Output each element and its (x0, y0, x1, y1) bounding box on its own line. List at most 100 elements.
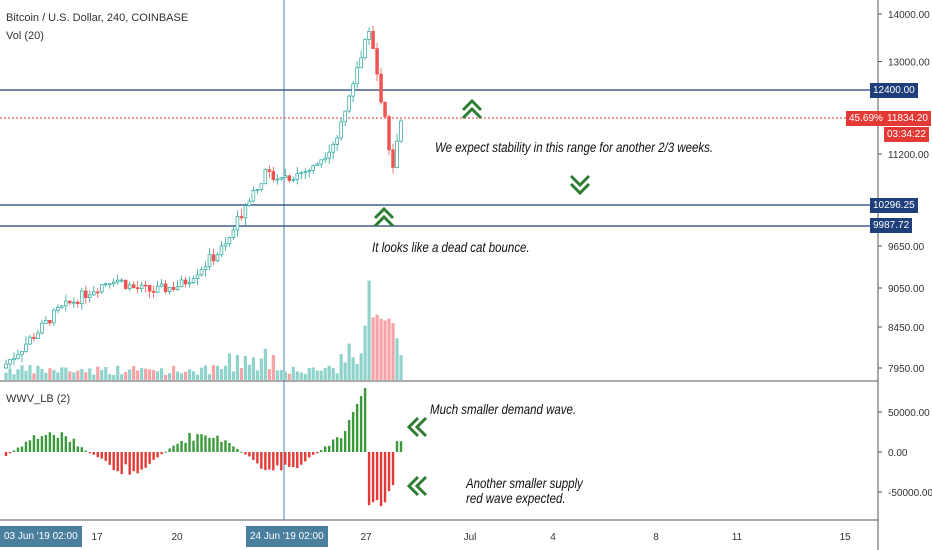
candle-body (12, 357, 16, 361)
candle-body (56, 306, 60, 311)
oscillator-bar (20, 446, 24, 452)
candle-body (175, 286, 180, 290)
oscillator-bar (224, 440, 227, 452)
oscillator-bar (200, 434, 203, 452)
volume-bar (371, 317, 375, 380)
volume-bar (112, 374, 116, 380)
volume-bar (399, 355, 403, 380)
candle-body (303, 171, 307, 174)
supply-wave-annotation-1: Another smaller supply (466, 475, 583, 491)
volume-bar (291, 366, 295, 380)
candle-body (68, 300, 72, 304)
volume-bar (307, 368, 311, 380)
countdown-badge: 03:34:22 (884, 127, 929, 142)
volume-bar (108, 374, 112, 380)
volume-bar (259, 358, 263, 380)
volume-bar (96, 366, 100, 380)
oscillator-bar (88, 452, 91, 454)
candle-body (191, 278, 196, 283)
volume-bar (231, 371, 236, 380)
oscillator-bar (76, 446, 80, 452)
oscillator-bar (40, 436, 44, 452)
candle-body (395, 140, 399, 168)
oscillator-bar (36, 438, 40, 452)
candle-body (60, 305, 64, 308)
oscillator-bar (260, 452, 263, 469)
oscillator-bar (320, 450, 323, 452)
volume-bar (347, 343, 351, 380)
volume-bar (327, 365, 331, 380)
volume-bar (355, 364, 359, 380)
oscillator-bar (140, 452, 143, 470)
candle-body (263, 169, 268, 185)
oscillator-bar (292, 452, 295, 468)
candle-body (391, 149, 395, 168)
volume-bar (295, 371, 299, 380)
volume-bar (120, 374, 124, 380)
candle-body (207, 254, 212, 268)
volume-bar (40, 368, 44, 380)
oscillator-bar (56, 437, 60, 452)
volume-bar (80, 369, 84, 380)
oscillator-bar (164, 451, 167, 453)
candle-body (319, 159, 323, 165)
candle-body (323, 157, 327, 161)
candle-body (271, 171, 276, 180)
candle-body (115, 279, 120, 283)
volume-bar (383, 320, 387, 380)
volume-bar (167, 373, 172, 380)
candle-body (24, 343, 28, 352)
oscillator-bar (176, 443, 179, 452)
candle-body (363, 39, 367, 59)
time-tick-label: 8 (653, 532, 659, 543)
oscillator-bar (335, 437, 339, 452)
oscillator-bar (359, 396, 363, 452)
volume-bar (144, 368, 148, 380)
oscillator-legend: WWV_LB (2) (6, 393, 71, 405)
oscillator-bar (52, 434, 56, 452)
oscillator-bar (399, 441, 403, 452)
candle-body (203, 266, 208, 270)
dead-cat-annotation: It looks like a dead cat bounce. (372, 239, 530, 255)
candle-body (239, 216, 244, 219)
candle-body (48, 320, 52, 324)
candle-body (147, 285, 152, 292)
oscillator-bar (367, 452, 371, 506)
oscillator-bar (300, 452, 303, 465)
volume-bar (187, 369, 192, 380)
oscillator-bar (268, 452, 271, 470)
candle-body (167, 286, 172, 292)
volume-bar (211, 365, 216, 380)
time-tick-label: 15 (839, 532, 851, 543)
candle-body (307, 170, 311, 173)
candle-body (243, 205, 248, 219)
oscillator-bar (172, 445, 175, 452)
candle-body (135, 287, 140, 290)
time-tick-label: 11 (732, 532, 743, 543)
candle-body (355, 67, 359, 85)
oscillator-bar (391, 452, 395, 486)
candle-body (291, 179, 296, 181)
time-tick-label: 17 (91, 532, 103, 543)
oscillator-bar (355, 404, 359, 452)
oscillator-bar (208, 437, 211, 452)
price-tick-label: 14000.00 (888, 10, 930, 21)
oscillator-bar (363, 388, 367, 452)
volume-bar (207, 374, 212, 380)
volume-bar (156, 371, 160, 380)
volume-bar (28, 365, 32, 380)
volume-bar (76, 370, 80, 380)
candle-body (159, 283, 164, 287)
candle-body (267, 169, 272, 172)
oscillator-bar (16, 447, 20, 452)
volume-bar (299, 372, 303, 380)
volume-bar (148, 369, 152, 380)
volume-bar (367, 280, 371, 380)
oscillator-bar (104, 452, 107, 461)
volume-bar (68, 371, 72, 380)
price-tick-label: 9650.00 (888, 242, 925, 253)
oscillator-bar (256, 452, 259, 464)
oscillator-bar (375, 452, 379, 501)
candle-body (72, 301, 76, 304)
